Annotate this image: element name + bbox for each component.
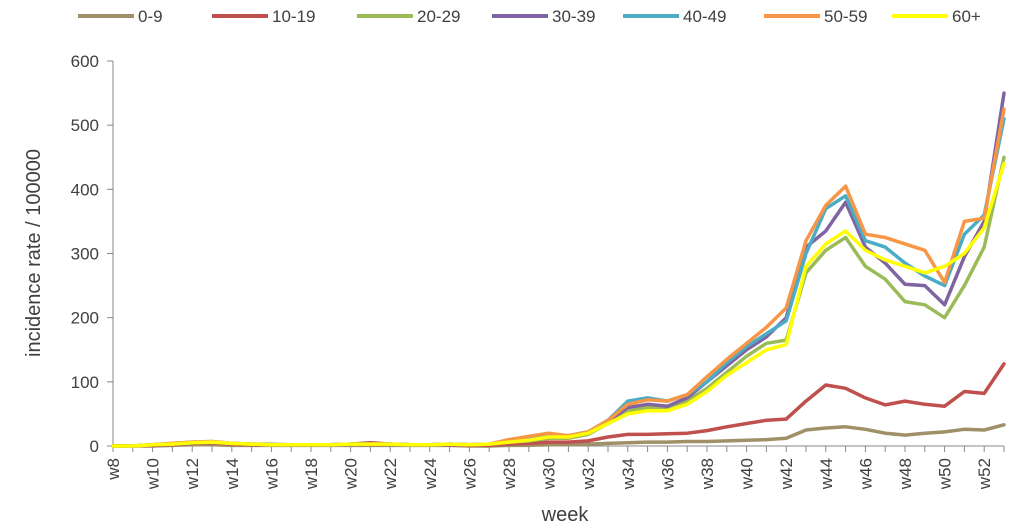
x-axis: w8 w10 w12 w14 w16 w18 w20 w22 w24 w26 w28 w30 w32 w3… <box>104 445 1005 490</box>
legend-label: 50-59 <box>824 7 867 26</box>
x-tick-label: w10 <box>144 458 163 490</box>
y-tick-label: 100 <box>71 373 99 392</box>
x-tick-label: w14 <box>223 458 242 490</box>
legend-item-10-19: 10-19 <box>212 7 315 26</box>
legend-item-0-9: 0-9 <box>78 7 163 26</box>
y-axis: 0 100 200 300 400 500 600 <box>71 52 114 456</box>
y-tick-label: 500 <box>71 116 99 135</box>
x-tick-label: w30 <box>540 458 559 490</box>
legend-label: 0-9 <box>138 7 163 26</box>
x-tick-label: w34 <box>619 458 638 490</box>
x-tick-label: w38 <box>698 458 717 490</box>
x-tick-label: w28 <box>500 458 519 490</box>
x-tick-label: w8 <box>104 458 123 481</box>
legend-label: 60+ <box>952 7 981 26</box>
x-tick-label: w50 <box>936 458 955 490</box>
legend-label: 40-49 <box>683 7 726 26</box>
series-line-20-29 <box>111 155 1006 448</box>
legend-item-40-49: 40-49 <box>623 7 726 26</box>
x-tick-label: w16 <box>262 458 281 490</box>
legend-item-60+: 60+ <box>892 7 981 26</box>
y-axis-title: incidence rate / 100000 <box>23 149 45 357</box>
x-tick-label: w46 <box>856 458 875 490</box>
x-tick-label: w18 <box>302 458 321 490</box>
x-axis-title: week <box>541 504 590 526</box>
x-tick-label: w44 <box>817 458 836 490</box>
x-tick-label: w24 <box>421 458 440 490</box>
x-tick-label: w22 <box>381 458 400 490</box>
legend-label: 20-29 <box>417 7 460 26</box>
legend: 0-9 10-19 20-29 30-39 40-49 50-59 60+ <box>78 7 981 26</box>
x-tick-label: w12 <box>183 458 202 490</box>
y-tick-label: 400 <box>71 180 99 199</box>
y-tick-label: 200 <box>71 309 99 328</box>
series-layer <box>111 91 1006 448</box>
x-tick-label: w52 <box>975 458 994 490</box>
x-tick-label: w48 <box>896 458 915 490</box>
x-tick-label: w36 <box>658 458 677 490</box>
legend-label: 30-39 <box>552 7 595 26</box>
x-tick-label: w42 <box>777 458 796 490</box>
y-tick-label: 600 <box>71 52 99 71</box>
series-line-50-59 <box>111 107 1006 448</box>
x-tick-label: w32 <box>579 458 598 490</box>
y-tick-label: 300 <box>71 245 99 264</box>
legend-item-50-59: 50-59 <box>764 7 867 26</box>
legend-item-20-29: 20-29 <box>357 7 460 26</box>
legend-item-30-39: 30-39 <box>492 7 595 26</box>
legend-label: 10-19 <box>272 7 315 26</box>
x-tick-label: w20 <box>342 458 361 490</box>
x-tick-label: w40 <box>738 458 757 490</box>
x-tick-label: w26 <box>460 458 479 490</box>
series-line-60+ <box>111 161 1006 448</box>
series-line-40-49 <box>111 117 1006 448</box>
y-tick-label: 0 <box>90 437 99 456</box>
